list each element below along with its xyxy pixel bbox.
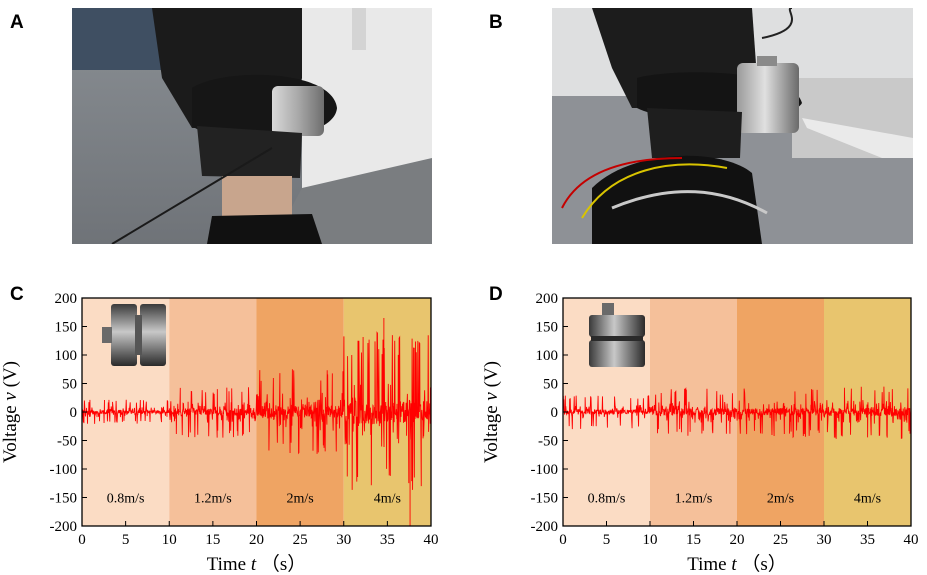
x-tick-label: 35 bbox=[380, 532, 395, 548]
x-tick-label: 10 bbox=[162, 532, 177, 548]
x-tick-label: 25 bbox=[293, 532, 308, 548]
x-tick-label: 25 bbox=[773, 532, 788, 548]
speed-label: 0.8m/s bbox=[588, 492, 626, 507]
x-tick-label: 30 bbox=[817, 532, 832, 548]
y-tick-label: -150 bbox=[50, 491, 78, 507]
x-tick-label: 0 bbox=[78, 532, 86, 548]
panel-label-b: B bbox=[489, 12, 503, 33]
x-tick-label: 0 bbox=[559, 532, 567, 548]
speed-label: 4m/s bbox=[854, 492, 881, 507]
cylinder-side-icon bbox=[102, 304, 166, 366]
y-tick-label: 50 bbox=[543, 377, 558, 393]
y-tick-label: -200 bbox=[531, 519, 559, 535]
y-tick-label: -200 bbox=[50, 519, 78, 535]
y-tick-label: 150 bbox=[536, 320, 559, 336]
panel-label-a: A bbox=[10, 12, 24, 33]
x-tick-label: 15 bbox=[205, 532, 220, 548]
y-axis-label: Voltage v (V) bbox=[0, 361, 21, 463]
y-tick-label: -150 bbox=[531, 491, 559, 507]
speed-label: 1.2m/s bbox=[675, 492, 713, 507]
voltage-signal-line bbox=[562, 386, 912, 439]
x-tick-label: 15 bbox=[686, 532, 701, 548]
y-tick-label: 200 bbox=[536, 291, 559, 307]
x-tick-label: 35 bbox=[860, 532, 875, 548]
x-tick-label: 40 bbox=[424, 532, 439, 548]
photo-ankle-device-side bbox=[72, 8, 432, 244]
x-tick-label: 30 bbox=[336, 532, 351, 548]
panel-label-c: C bbox=[10, 284, 24, 305]
speed-label: 4m/s bbox=[374, 492, 401, 507]
speed-label: 1.2m/s bbox=[194, 492, 232, 507]
x-tick-label: 5 bbox=[122, 532, 130, 548]
y-tick-label: 100 bbox=[536, 348, 559, 364]
y-tick-label: 50 bbox=[62, 377, 77, 393]
x-tick-label: 20 bbox=[730, 532, 745, 548]
y-tick-label: -50 bbox=[538, 434, 558, 450]
x-tick-label: 5 bbox=[603, 532, 611, 548]
y-tick-label: 100 bbox=[55, 348, 78, 364]
speed-label: 2m/s bbox=[287, 492, 314, 507]
voltage-signal-line bbox=[81, 317, 432, 526]
speed-label: 2m/s bbox=[767, 492, 794, 507]
x-tick-label: 10 bbox=[643, 532, 658, 548]
y-tick-label: -100 bbox=[50, 462, 78, 478]
x-tick-label: 20 bbox=[249, 532, 264, 548]
y-tick-label: 0 bbox=[70, 405, 78, 421]
x-tick-label: 40 bbox=[904, 532, 919, 548]
chart-c: 0 5 10 15 20 25 30 35 40 200 150 100 50 0 -50 -100 -150 -… bbox=[0, 291, 439, 575]
y-tick-label: 200 bbox=[55, 291, 78, 307]
y-axis-label: Voltage v (V) bbox=[481, 361, 502, 463]
cylinder-upright-icon bbox=[589, 303, 645, 367]
photo-ankle-device-weight bbox=[552, 8, 913, 244]
speed-label: 0.8m/s bbox=[107, 492, 145, 507]
y-tick-label: -50 bbox=[57, 434, 77, 450]
y-tick-label: 150 bbox=[55, 320, 78, 336]
chart-d: 0 5 10 15 20 25 30 35 40 200 150 100 50 0 -50 -100 -150 -… bbox=[481, 291, 919, 575]
x-axis-label: Time t （s） bbox=[687, 553, 787, 575]
y-tick-label: 0 bbox=[551, 405, 559, 421]
panel-label-d: D bbox=[489, 284, 503, 305]
x-axis-label: Time t （s） bbox=[207, 553, 307, 575]
y-tick-label: -100 bbox=[531, 462, 559, 478]
